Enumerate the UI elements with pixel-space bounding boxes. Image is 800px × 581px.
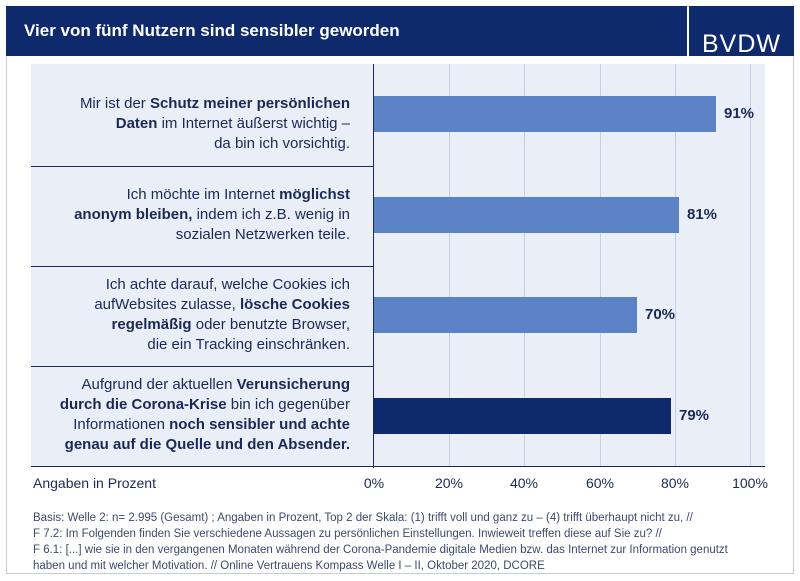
logo-text: BVDW (702, 30, 781, 58)
footnote-line: Basis: Welle 2: n= 2.995 (Gesamt) ; Anga… (33, 512, 693, 524)
x-tick-label: 100% (732, 475, 768, 491)
footnote-line: F 6.1: [...] wie sie in den vergangenen … (33, 544, 728, 556)
grid-line (600, 64, 601, 466)
bar (374, 297, 637, 333)
bar-value-label: 70% (645, 306, 676, 323)
grid-line (524, 64, 525, 466)
category-label: Ich achte darauf, welche Cookies ich aufW… (94, 276, 350, 353)
category-label: Mir ist der Schutz meiner persönlichen Da… (79, 95, 350, 152)
bar-value-label: 91% (724, 105, 755, 122)
bar-value-label: 79% (679, 407, 710, 424)
logo-rule (697, 56, 786, 57)
x-tick-label: 0% (363, 475, 385, 491)
grid-line (675, 64, 676, 466)
bvdw-logo: BVDW (689, 6, 794, 58)
bar (374, 398, 671, 434)
category-label: Ich möchte im Internet möglichst anonym b… (74, 186, 350, 243)
bar-value-label: 81% (687, 206, 718, 223)
x-tick-label: 60% (585, 475, 615, 491)
x-tick-label: 20% (434, 475, 464, 491)
y-axis-line (373, 64, 374, 468)
row-separator (31, 366, 373, 367)
chart-title: Vier von fünf Nutzern sind sensibler gew… (24, 21, 400, 40)
bar (374, 197, 679, 233)
grid-line (449, 64, 450, 466)
x-tick-label: 40% (509, 475, 539, 491)
footnote-line: F 7.2: Im Folgenden finden Sie verschied… (33, 528, 662, 540)
grid-line (750, 64, 751, 466)
footnote-line: haben und mit welcher Motivation. // Onl… (33, 560, 545, 572)
category-label: Aufgrund der aktuellen Verunsicherung dur… (59, 376, 350, 453)
header-bar: Vier von fünf Nutzern sind sensibler gew… (6, 6, 687, 56)
row-separator (31, 166, 373, 167)
x-axis-label: Angaben in Prozent (33, 475, 156, 491)
x-tick-label: 80% (660, 475, 690, 491)
footnote: Basis: Welle 2: n= 2.995 (Gesamt) ; Anga… (33, 510, 783, 574)
bar (374, 96, 716, 132)
x-axis-line (31, 466, 765, 467)
row-separator (31, 266, 373, 267)
